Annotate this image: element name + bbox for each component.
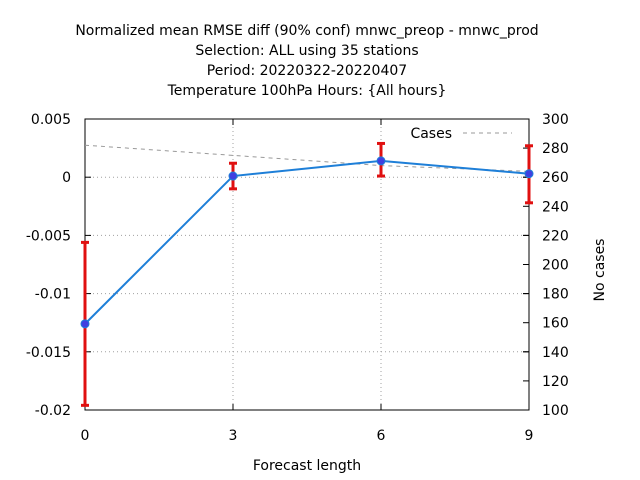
chart-title-line: Temperature 100hPa Hours: {All hours}: [167, 83, 447, 99]
y2-axis-label: No cases: [592, 239, 608, 302]
y2-tick-label: 260: [542, 170, 569, 186]
y-tick-label: 0: [62, 170, 71, 186]
y2-tick-label: 220: [542, 228, 569, 244]
y-tick-label: -0.01: [35, 287, 71, 303]
data-point: [228, 171, 238, 181]
y-tick-label: -0.005: [26, 228, 71, 244]
y2-tick-label: 180: [542, 287, 569, 303]
data-point: [524, 169, 534, 179]
y2-tick-label: 240: [542, 199, 569, 215]
chart-title-line: Normalized mean RMSE diff (90% conf) mnw…: [75, 23, 538, 39]
data-point: [376, 156, 386, 166]
y2-axis: 300 280 260 240 220 200 180 160 140 120 100: [523, 112, 569, 419]
y2-tick-label: 300: [542, 112, 569, 128]
legend: Cases: [410, 126, 512, 142]
x-tick-label: 9: [525, 428, 534, 444]
y2-tick-label: 120: [542, 374, 569, 390]
x-tick-label: 0: [81, 428, 90, 444]
y2-tick-label: 140: [542, 345, 569, 361]
y-tick-label: 0.005: [31, 112, 71, 128]
x-tick-label: 3: [229, 428, 238, 444]
grid: [85, 119, 529, 410]
plot-frame: [84, 118, 530, 411]
y-tick-label: -0.02: [35, 403, 71, 419]
chart-title-line: Selection: ALL using 35 stations: [195, 43, 418, 59]
y2-tick-label: 200: [542, 258, 569, 274]
y2-tick-label: 280: [542, 141, 569, 157]
x-axis: 0 3 6 9: [81, 119, 534, 444]
cases-line: [84, 144, 530, 172]
legend-label: Cases: [410, 126, 452, 142]
x-axis-label: Forecast length: [253, 458, 361, 474]
data-point: [80, 319, 90, 329]
series: [80, 141, 534, 407]
chart-title: Normalized mean RMSE diff (90% conf) mnw…: [75, 23, 538, 99]
y-axis: 0.005 0 -0.005 -0.01 -0.015 -0.02: [26, 112, 529, 419]
y2-tick-label: 100: [542, 403, 569, 419]
y-tick-label: -0.015: [26, 345, 71, 361]
x-tick-label: 6: [377, 428, 386, 444]
chart-title-line: Period: 20220322-20220407: [207, 63, 407, 79]
y2-tick-label: 160: [542, 316, 569, 332]
rmse-diff-line: [84, 159, 530, 325]
